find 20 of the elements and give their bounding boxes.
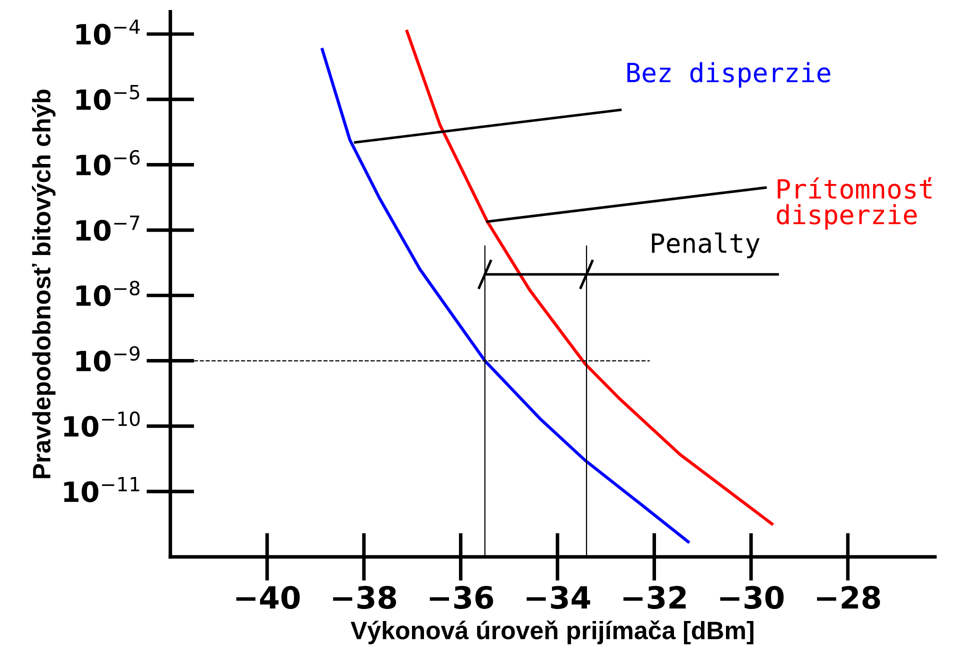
y-tick-label: 10$^{−11}$ (64, 477, 140, 502)
y-tick-label: 10$^{−8}$ (76, 280, 140, 306)
x-tick-label: −34 (526, 586, 590, 609)
y-tick-label: 10$^{−5}$ (76, 84, 140, 110)
annotation: Bez disperzie (627, 62, 830, 88)
y-tick-label: 10$^{−4}$ (76, 20, 140, 45)
y-tick-label: 10$^{−6}$ (76, 150, 140, 176)
x-tick-label: −28 (817, 586, 880, 609)
annotation: Prítomnosť disperzie (776, 177, 932, 230)
x-axis-title: Výkonová úroveň prijímača [dBm] (350, 620, 754, 644)
x-tick-label: −30 (720, 586, 784, 609)
y-axis-title: Pravdepodobnosť bitových chýb (32, 90, 56, 478)
y-tick-label: 10$^{−9}$ (76, 346, 140, 372)
x-tick-label: −40 (236, 586, 300, 609)
y-tick-label: 10$^{−7}$ (76, 216, 140, 241)
annotation: Penalty (652, 232, 760, 258)
y-tick-label: 10$^{−10}$ (64, 411, 140, 437)
x-tick-label: −38 (333, 586, 396, 609)
x-tick-label: −32 (623, 586, 686, 609)
x-tick-label: −36 (430, 586, 494, 609)
